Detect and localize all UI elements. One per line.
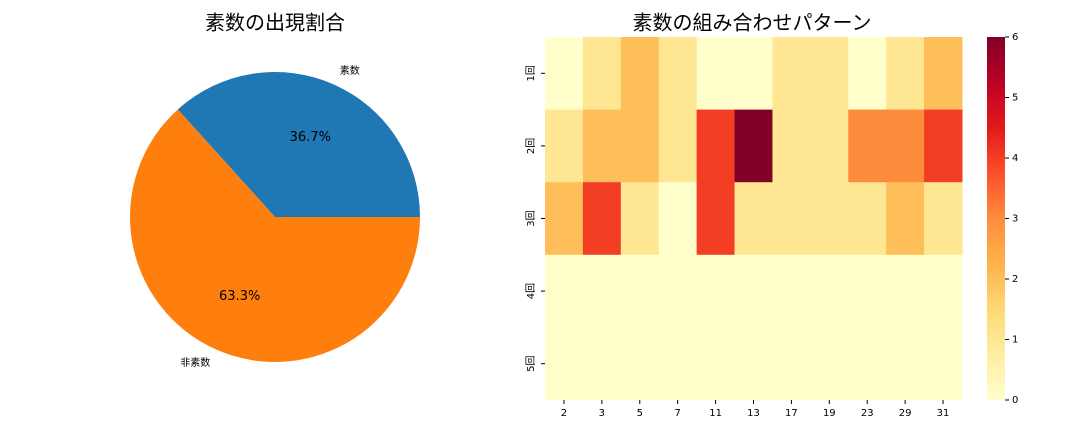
heatmap-cell xyxy=(734,327,773,401)
y-tick-label: 5回 xyxy=(525,356,537,372)
heatmap-cell xyxy=(696,327,736,401)
heatmap-cell xyxy=(848,182,887,256)
heatmap-cell xyxy=(620,182,660,256)
y-tick-label: 4回 xyxy=(525,283,537,299)
x-tick-label: 17 xyxy=(785,408,798,419)
heatmap-cell xyxy=(924,327,963,401)
heatmap-cell xyxy=(582,109,622,183)
colorbar-tick-label: 5 xyxy=(1012,93,1018,104)
heatmap-cell xyxy=(582,327,622,401)
y-tick-label: 2回 xyxy=(525,138,537,154)
colorbar xyxy=(987,37,1005,400)
heatmap-cell xyxy=(924,37,963,111)
heatmap-cell xyxy=(545,327,584,401)
heatmap-cell xyxy=(658,254,698,328)
heatmap-cell xyxy=(734,254,773,328)
pie-value-label: 63.3% xyxy=(219,289,260,304)
heatmap-cell xyxy=(734,109,773,183)
heatmap-cell xyxy=(886,327,925,401)
heatmap-cell xyxy=(582,254,622,328)
heatmap-cell xyxy=(696,109,736,183)
heatmap-cell xyxy=(582,37,622,111)
heatmap-cell xyxy=(696,37,736,111)
x-tick-label: 19 xyxy=(823,408,836,419)
x-tick-label: 29 xyxy=(899,408,912,419)
heatmap-cell xyxy=(545,37,584,111)
heatmap-cell xyxy=(772,37,811,111)
heatmap-cell xyxy=(886,182,925,256)
heatmap-cell xyxy=(734,37,773,111)
heatmap-cell xyxy=(848,37,887,111)
heatmap-cell xyxy=(582,182,622,256)
heatmap-cell xyxy=(620,37,660,111)
heatmap-cell xyxy=(658,109,698,183)
pie-label: 非素数 xyxy=(180,356,210,369)
colorbar-tick-label: 4 xyxy=(1012,153,1018,164)
pie-wedge xyxy=(177,72,420,217)
pie-label: 素数 xyxy=(340,64,360,77)
x-tick-label: 13 xyxy=(747,408,760,419)
heatmap-cell xyxy=(810,109,849,183)
y-tick-label: 1回 xyxy=(525,65,537,81)
heatmap-cell xyxy=(696,182,736,256)
colorbar-tick-label: 0 xyxy=(1012,395,1018,406)
heatmap-cell xyxy=(810,182,849,256)
heatmap-title: 素数の組み合わせパターン xyxy=(633,11,872,35)
heatmap-cell xyxy=(772,254,811,328)
pie-wedge xyxy=(129,109,420,363)
x-tick-label: 23 xyxy=(861,408,874,419)
colorbar-tick-label: 1 xyxy=(1012,335,1018,346)
heatmap-cell xyxy=(810,37,849,111)
heatmap-cell xyxy=(886,254,925,328)
colorbar-tick-label: 2 xyxy=(1012,274,1018,285)
heatmap-cell xyxy=(772,182,811,256)
heatmap-cell xyxy=(886,37,925,111)
colorbar-tick-label: 3 xyxy=(1012,214,1018,225)
y-tick-label: 3回 xyxy=(525,210,537,226)
heatmap-cell xyxy=(772,109,811,183)
x-tick-label: 31 xyxy=(937,408,950,419)
heatmap-cell xyxy=(620,254,660,328)
x-tick-label: 2 xyxy=(561,408,567,419)
heatmap-cell xyxy=(658,182,698,256)
heatmap-cell xyxy=(545,254,584,328)
x-tick-label: 11 xyxy=(709,408,722,419)
pie-title: 素数の出現割合 xyxy=(205,11,345,35)
heatmap-cell xyxy=(696,254,736,328)
x-tick-label: 3 xyxy=(599,408,605,419)
heatmap-cell xyxy=(545,182,584,256)
heatmap-cell xyxy=(848,327,887,401)
heatmap-cell xyxy=(772,327,811,401)
heatmap-cell xyxy=(620,327,660,401)
heatmap-cell xyxy=(658,327,698,401)
heatmap-cell xyxy=(810,254,849,328)
heatmap-cell xyxy=(924,182,963,256)
heatmap-cell xyxy=(924,109,963,183)
heatmap-cell xyxy=(545,109,584,183)
pie-value-label: 36.7% xyxy=(290,130,331,145)
heatmap-cell xyxy=(658,37,698,111)
heatmap-cell xyxy=(848,254,887,328)
heatmap-cell xyxy=(848,109,887,183)
heatmap-cell xyxy=(810,327,849,401)
x-tick-label: 7 xyxy=(674,408,680,419)
colorbar-tick-label: 6 xyxy=(1012,32,1018,43)
heatmap-cell xyxy=(886,109,925,183)
x-tick-label: 5 xyxy=(637,408,643,419)
heatmap-cell xyxy=(620,109,660,183)
heatmap-cell xyxy=(734,182,773,256)
heatmap-cell xyxy=(924,254,963,328)
